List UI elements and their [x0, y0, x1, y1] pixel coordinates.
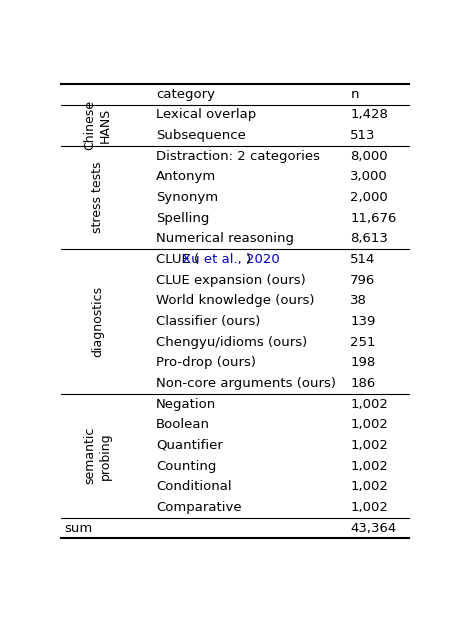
Text: sum: sum — [64, 521, 92, 535]
Text: 1,428: 1,428 — [349, 108, 387, 121]
Text: Distraction: 2 categories: Distraction: 2 categories — [156, 150, 319, 163]
Text: n: n — [349, 88, 358, 101]
Text: 139: 139 — [349, 315, 375, 328]
Text: Chinese
HANS: Chinese HANS — [83, 100, 111, 150]
Text: 251: 251 — [349, 336, 375, 348]
Text: 796: 796 — [349, 274, 375, 286]
Text: Negation: Negation — [156, 397, 216, 411]
Text: Conditional: Conditional — [156, 480, 231, 493]
Text: 1,002: 1,002 — [349, 501, 387, 514]
Text: Pro-drop (ours): Pro-drop (ours) — [156, 356, 255, 369]
Text: Counting: Counting — [156, 459, 216, 473]
Text: 186: 186 — [349, 377, 375, 390]
Text: category: category — [156, 88, 214, 101]
Text: 198: 198 — [349, 356, 375, 369]
Text: stress tests: stress tests — [91, 162, 104, 234]
Text: 8,000: 8,000 — [349, 150, 387, 163]
Text: Boolean: Boolean — [156, 419, 209, 431]
Text: Non-core arguments (ours): Non-core arguments (ours) — [156, 377, 335, 390]
Text: Xu et al., 2020: Xu et al., 2020 — [181, 253, 278, 266]
Text: Subsequence: Subsequence — [156, 129, 245, 142]
Text: 513: 513 — [349, 129, 375, 142]
Text: Lexical overlap: Lexical overlap — [156, 108, 256, 121]
Text: semantic
probing: semantic probing — [83, 427, 111, 484]
Text: 1,002: 1,002 — [349, 459, 387, 473]
Text: Antonym: Antonym — [156, 170, 216, 183]
Text: 1,002: 1,002 — [349, 480, 387, 493]
Text: 514: 514 — [349, 253, 375, 266]
Text: diagnostics: diagnostics — [91, 286, 104, 357]
Text: Chengyu/idioms (ours): Chengyu/idioms (ours) — [156, 336, 307, 348]
Text: World knowledge (ours): World knowledge (ours) — [156, 294, 314, 308]
Text: 11,676: 11,676 — [349, 212, 396, 225]
Text: 43,364: 43,364 — [349, 521, 396, 535]
Text: Classifier (ours): Classifier (ours) — [156, 315, 260, 328]
Text: 38: 38 — [349, 294, 366, 308]
Text: Quantifier: Quantifier — [156, 439, 222, 452]
Text: 1,002: 1,002 — [349, 419, 387, 431]
Text: Numerical reasoning: Numerical reasoning — [156, 232, 293, 246]
Text: ): ) — [245, 253, 250, 266]
Text: CLUE expansion (ours): CLUE expansion (ours) — [156, 274, 305, 286]
Text: 2,000: 2,000 — [349, 191, 387, 204]
Text: Synonym: Synonym — [156, 191, 217, 204]
Text: 1,002: 1,002 — [349, 439, 387, 452]
Text: 3,000: 3,000 — [349, 170, 387, 183]
Text: Comparative: Comparative — [156, 501, 241, 514]
Text: CLUE (: CLUE ( — [156, 253, 199, 266]
Text: 8,613: 8,613 — [349, 232, 387, 246]
Text: Spelling: Spelling — [156, 212, 209, 225]
Text: 1,002: 1,002 — [349, 397, 387, 411]
